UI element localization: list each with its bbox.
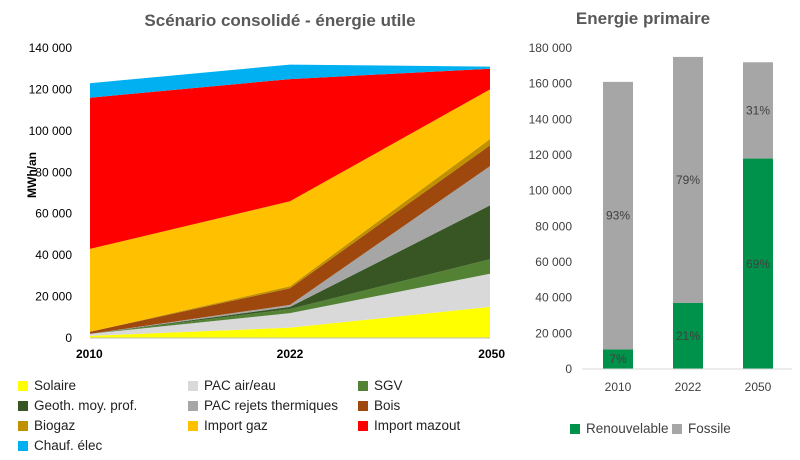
area-ytick-label: 60 000 <box>35 207 72 221</box>
bar-xtick-label: 2050 <box>745 380 772 394</box>
legend-swatch <box>570 423 580 434</box>
legend-item-sgv: SGV <box>358 378 403 393</box>
bar-data-label: 79% <box>676 173 700 187</box>
bar-fossile-2022 <box>673 56 703 304</box>
bar-ytick-label: 80 000 <box>535 219 572 233</box>
area-series-pac-air-eau <box>90 273 490 336</box>
legend-item-fossile: Fossile <box>672 421 731 436</box>
area-series-import-gaz <box>90 89 490 332</box>
bar-ytick-label: 0 <box>565 362 572 376</box>
area-series-geoth-moy-prof <box>90 205 490 334</box>
area-ytick-label: 100 000 <box>29 124 73 138</box>
area-chart-ylabel: MWh/an <box>25 152 39 198</box>
bar-renouvelable-2010 <box>603 349 633 369</box>
area-ytick-label: 40 000 <box>35 248 72 262</box>
legend-item-geoth-moy-prof: Geoth. moy. prof. <box>18 398 137 413</box>
bar-ytick-label: 120 000 <box>529 148 573 162</box>
legend-item-chauf-elec: Chauf. élec <box>18 438 102 453</box>
bar-fossile-2010 <box>603 81 633 350</box>
legend-label: Bois <box>374 398 401 413</box>
legend-label: Renouvelable <box>586 421 669 436</box>
area-xtick-label: 2022 <box>277 347 304 361</box>
area-ytick-label: 20 000 <box>35 290 72 304</box>
bar-renouvelable-2022 <box>673 303 703 369</box>
area-series-solaire <box>90 306 490 338</box>
area-series-import-mazout <box>90 68 490 249</box>
legend-swatch <box>18 440 28 451</box>
bar-ytick-label: 140 000 <box>529 112 573 126</box>
bar-data-label: 21% <box>676 329 700 343</box>
legend-item-solaire: Solaire <box>18 378 76 393</box>
legend-item-biogaz: Biogaz <box>18 418 75 433</box>
area-chart: Scénario consolidé - énergie utile MWh/a… <box>25 11 505 361</box>
area-xtick-label: 2050 <box>478 347 505 361</box>
legend-swatch <box>358 400 368 411</box>
legend-label: Import mazout <box>374 418 461 433</box>
area-ytick-label: 0 <box>65 331 72 345</box>
legend-swatch <box>18 380 28 391</box>
bar-xtick-label: 2022 <box>675 380 702 394</box>
bar-fossile-2050 <box>743 62 773 159</box>
legend-item-pac-rejets-thermiques: PAC rejets thermiques <box>188 398 338 413</box>
area-ytick-label: 140 000 <box>29 41 73 55</box>
bar-ytick-label: 100 000 <box>529 184 573 198</box>
legend-label: SGV <box>374 378 403 393</box>
bar-ytick-label: 160 000 <box>529 77 573 91</box>
bar-ytick-label: 40 000 <box>535 291 572 305</box>
legend-item-pac-air-eau: PAC air/eau <box>188 378 276 393</box>
legend-label: Fossile <box>688 421 731 436</box>
area-xtick-label: 2010 <box>76 347 103 361</box>
legend-swatch <box>358 380 368 391</box>
bar-ytick-label: 60 000 <box>535 255 572 269</box>
bar-data-label: 69% <box>746 257 770 271</box>
legend-swatch <box>188 380 198 391</box>
legend-swatch <box>18 400 28 411</box>
bar-data-label: 93% <box>606 209 630 223</box>
legend-swatch <box>672 423 682 434</box>
legend-item-renouvelable: Renouvelable <box>570 421 669 436</box>
bar-ytick-label: 20 000 <box>535 326 572 340</box>
legend-swatch <box>18 420 28 431</box>
legend-swatch <box>188 420 198 431</box>
legend-label: Biogaz <box>34 418 76 433</box>
bar-data-label: 7% <box>609 352 627 366</box>
legend-label: Solaire <box>34 378 77 393</box>
bar-data-label: 31% <box>746 103 770 117</box>
legend-item-import-mazout: Import mazout <box>358 418 460 433</box>
area-ytick-label: 80 000 <box>35 165 72 179</box>
bar-chart: Energie primaire 0 20 000 40 000 60 000 80 0… <box>529 9 792 394</box>
legend-item-import-gaz: Import gaz <box>188 418 268 433</box>
legend-swatch <box>188 400 198 411</box>
bar-ytick-label: 180 000 <box>529 41 573 55</box>
area-ytick-label: 120 000 <box>29 82 73 96</box>
area-series-bois <box>90 145 490 334</box>
area-series-chauf-elec <box>90 64 490 98</box>
bar-chart-title: Energie primaire <box>576 9 710 28</box>
bar-renouvelable-2050 <box>743 158 773 369</box>
legend-label: Import gaz <box>204 418 268 433</box>
legend-label: Chauf. élec <box>34 438 103 453</box>
legend-label: PAC air/eau <box>204 378 276 393</box>
legend-swatch <box>358 420 368 431</box>
legend-label: Geoth. moy. prof. <box>34 398 138 413</box>
area-chart-title: Scénario consolidé - énergie utile <box>144 11 415 30</box>
legend-item-bois: Bois <box>358 398 400 413</box>
bar-xtick-label: 2010 <box>605 380 632 394</box>
legend-label: PAC rejets thermiques <box>204 398 339 413</box>
